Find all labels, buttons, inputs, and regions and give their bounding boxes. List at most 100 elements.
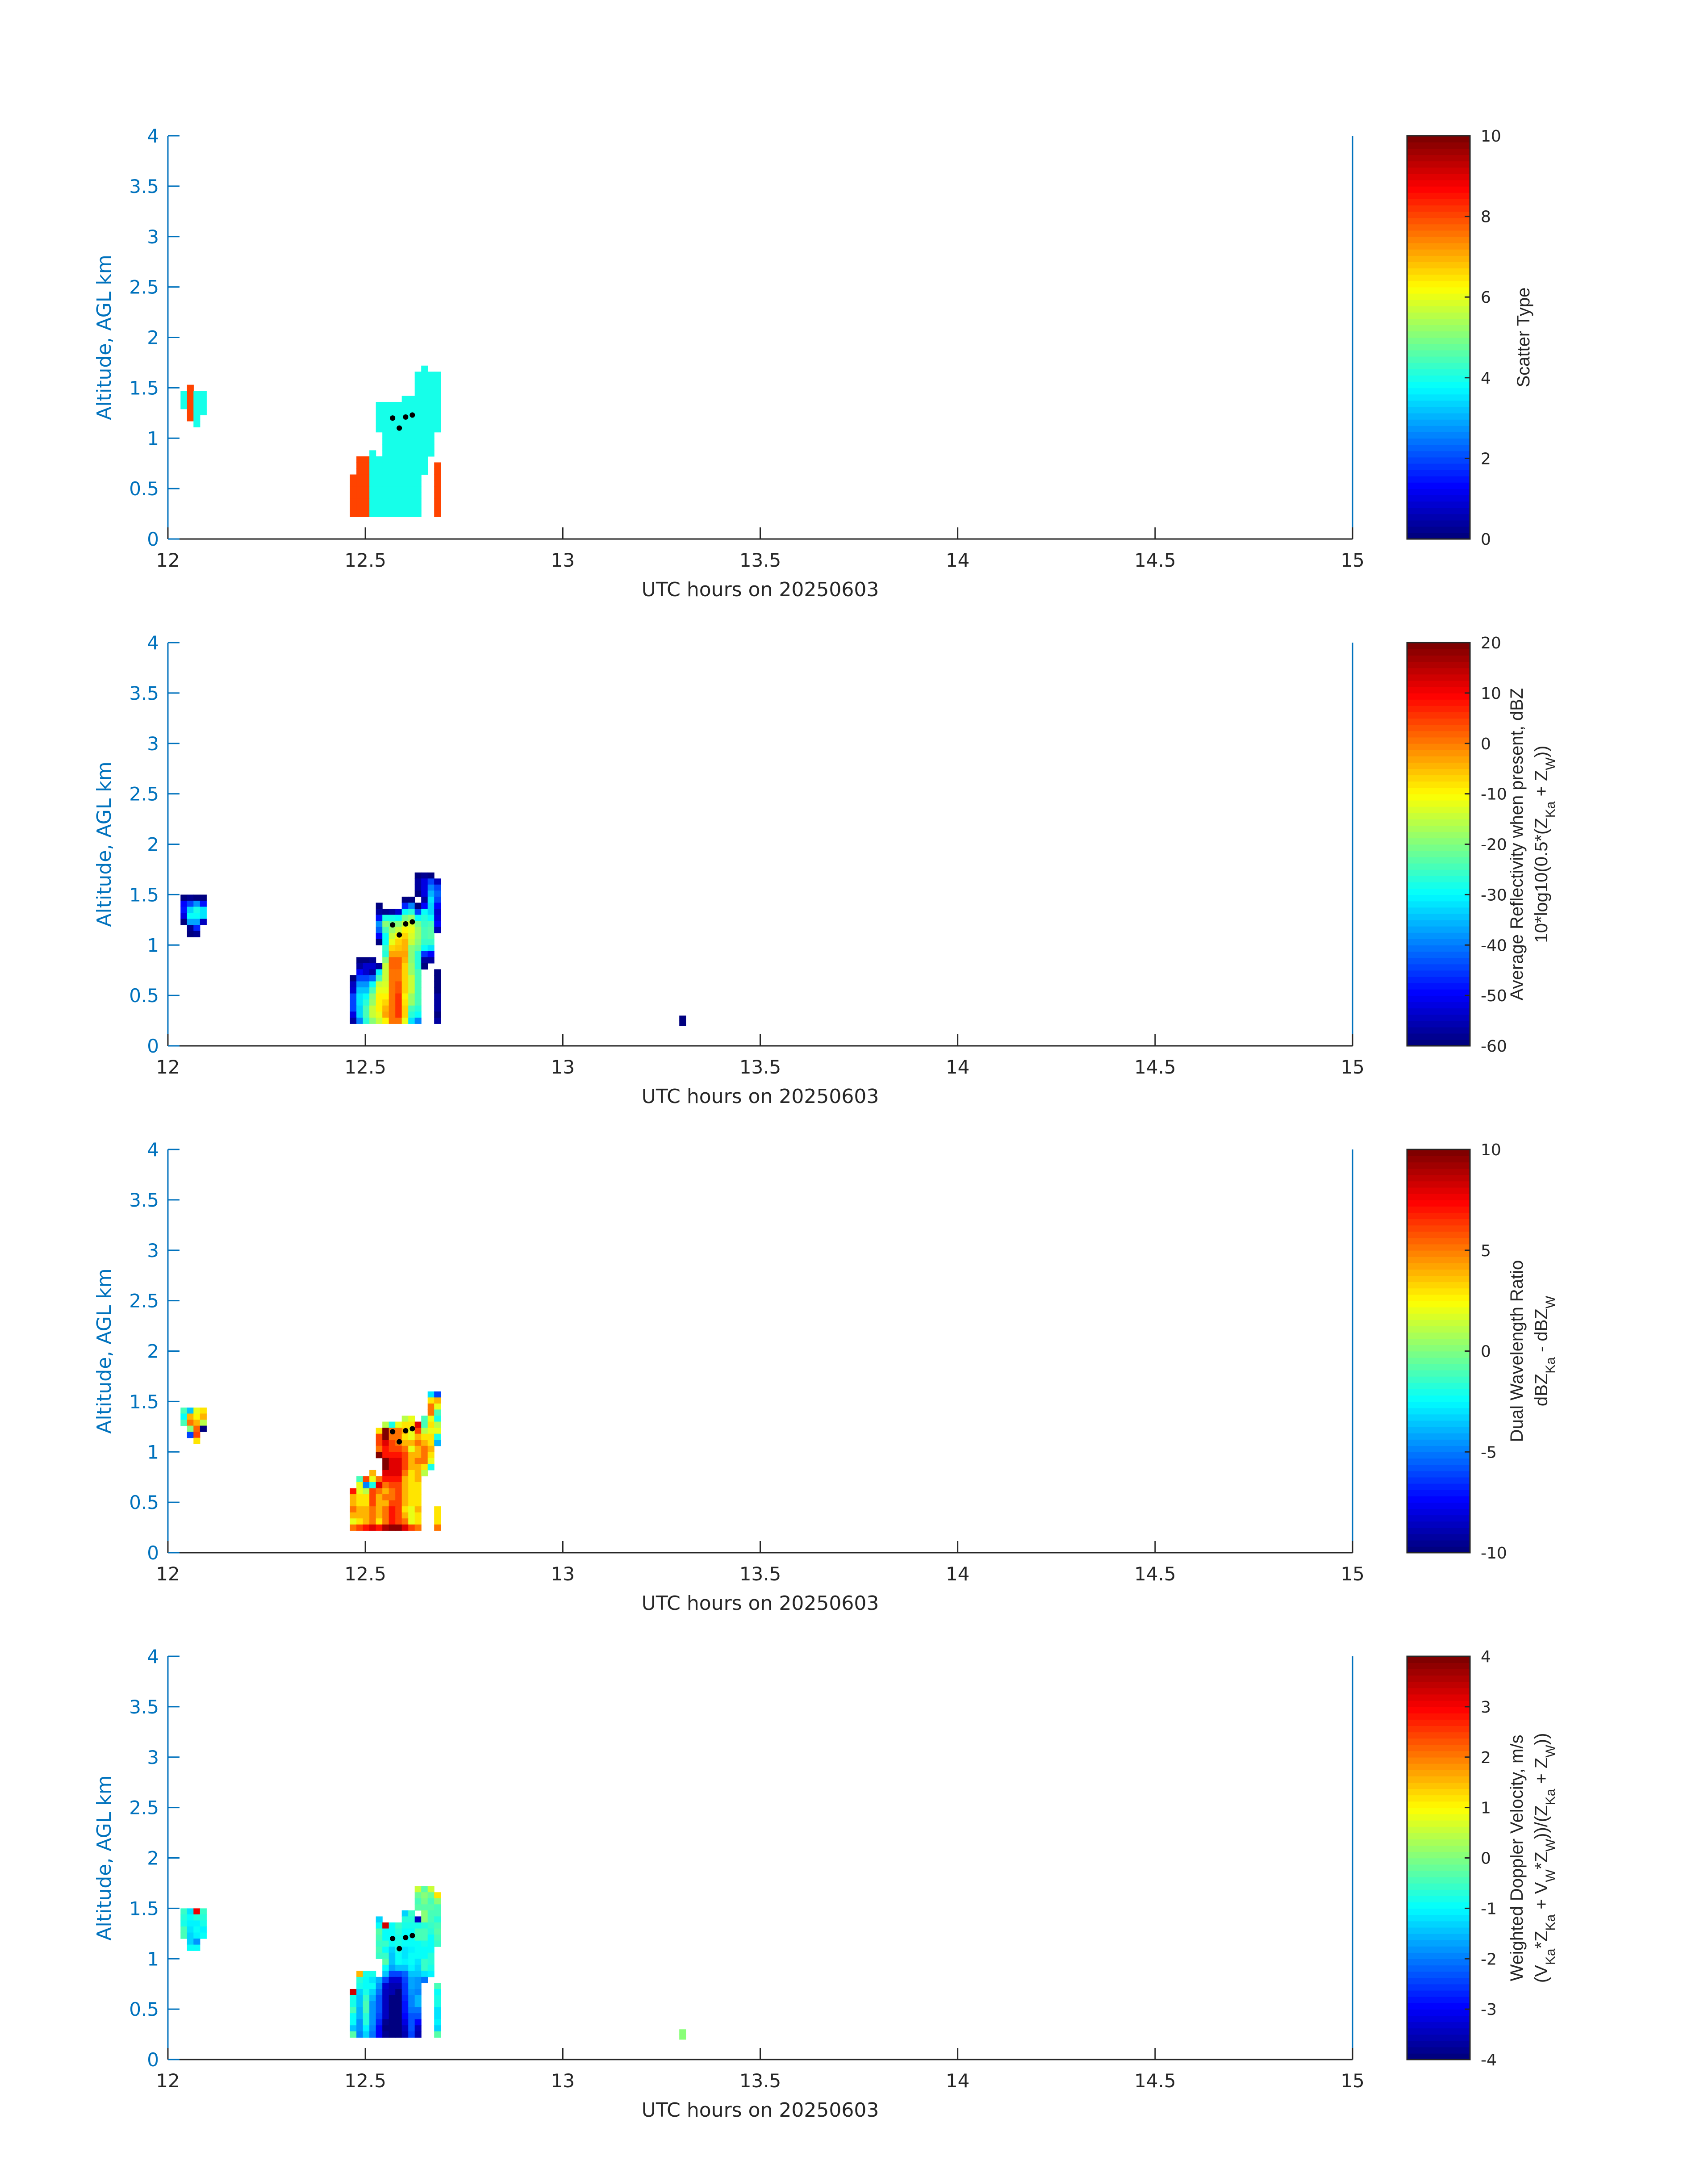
heatmap-cell — [388, 975, 396, 982]
heatmap-cell — [421, 414, 428, 421]
heatmap-cell — [414, 505, 422, 511]
heatmap-cell — [376, 401, 383, 409]
heatmap-cell — [414, 921, 422, 928]
heatmap-cell — [350, 486, 357, 493]
colorbar-label-subscript: W — [1543, 757, 1558, 770]
colorbar-tick-label: -40 — [1481, 936, 1507, 955]
heatmap-cell — [376, 1983, 383, 1989]
heatmap-cell — [187, 391, 194, 397]
heatmap-cell — [434, 1409, 441, 1416]
heatmap-cell — [434, 2025, 441, 2032]
heatmap-cell — [414, 510, 422, 517]
heatmap-cell — [388, 993, 396, 1000]
colorbar-tick-label: -60 — [1481, 1037, 1507, 1056]
heatmap-cell — [395, 450, 402, 457]
colorbar-band — [1407, 1332, 1470, 1339]
colorbar-label-subscript: W — [1543, 1869, 1558, 1882]
heatmap-cell — [382, 414, 389, 421]
heatmap-cell — [382, 1421, 389, 1428]
heatmap-cell — [408, 481, 415, 487]
colorbar-band — [1407, 1744, 1470, 1751]
heatmap-cell — [363, 1494, 370, 1501]
heatmap-cell — [376, 1922, 383, 1929]
heatmap-cell — [421, 1415, 428, 1422]
heatmap-cell — [427, 450, 434, 457]
heatmap-cell — [382, 939, 389, 945]
heatmap-cell — [369, 2013, 376, 2020]
heatmap-cell — [388, 1440, 396, 1446]
heatmap-cell — [356, 505, 363, 511]
heatmap-cell — [401, 1922, 409, 1929]
heatmap-cell — [401, 468, 409, 475]
heatmap-cell — [401, 1458, 409, 1464]
heatmap-cell — [187, 1420, 194, 1426]
heatmap-cell — [356, 1524, 363, 1531]
heatmap-cell — [414, 481, 422, 487]
heatmap-cell — [350, 987, 357, 994]
colorbar-band — [1407, 1669, 1470, 1676]
heatmap-cell — [421, 1904, 428, 1911]
heatmap-cell — [363, 957, 370, 964]
y-tick-label: 1.5 — [129, 1897, 159, 1919]
colorbar-tick-label: 0 — [1481, 531, 1491, 549]
heatmap-cell — [427, 1421, 434, 1428]
heatmap-cell — [356, 510, 363, 517]
heatmap-cell — [401, 444, 409, 451]
heatmap-cell — [408, 1452, 415, 1458]
colorbar-band — [1407, 1162, 1470, 1169]
heatmap-cell — [369, 2001, 376, 2008]
colorbar-tick-label: 3 — [1481, 1698, 1491, 1717]
heatmap-cell — [421, 1971, 428, 1977]
colorbar-tick-label: 10 — [1481, 1141, 1501, 1159]
heatmap-cell — [408, 2025, 415, 2032]
heatmap-cell — [180, 391, 188, 397]
heatmap-cell — [395, 1433, 402, 1440]
heatmap-cell — [427, 884, 434, 891]
heatmap-cell — [382, 1971, 389, 1977]
heatmap-cell — [408, 1458, 415, 1464]
heatmap-cell — [382, 1446, 389, 1452]
colorbar-band — [1407, 1020, 1470, 1028]
heatmap-cell — [376, 2031, 383, 2038]
heatmap-cell — [382, 975, 389, 982]
heatmap-cell — [363, 1989, 370, 1996]
x-tick-label: 15 — [1341, 1056, 1364, 1078]
heatmap-cell — [414, 969, 422, 976]
heatmap-cell — [356, 462, 363, 469]
colorbar-band — [1407, 1231, 1470, 1238]
colorbar-band — [1407, 1002, 1470, 1009]
heatmap-cell — [401, 1446, 409, 1452]
heatmap-cell — [421, 1976, 428, 1984]
colorbar-label-text: )) — [1532, 1733, 1551, 1745]
heatmap-cell — [363, 456, 370, 463]
heatmap-cell — [350, 474, 357, 481]
heatmap-cell — [388, 420, 396, 426]
heatmap-cell — [187, 1908, 194, 1915]
colorbar-band — [1407, 325, 1470, 332]
heatmap-cell — [395, 1506, 402, 1513]
heatmap-cell — [421, 927, 428, 933]
heatmap-cell — [376, 1512, 383, 1519]
heatmap-cell — [408, 969, 415, 976]
heatmap-cell — [382, 1428, 389, 1434]
heatmap-cell — [350, 981, 357, 988]
heatmap-cell — [421, 462, 428, 469]
heatmap-cell — [408, 981, 415, 988]
heatmap-cell — [414, 389, 422, 397]
heatmap-cell — [408, 505, 415, 511]
y-tick-label: 2.5 — [129, 783, 159, 805]
heatmap-cell — [434, 981, 441, 988]
heatmap-cell — [200, 397, 207, 403]
heatmap-cell — [408, 1976, 415, 1984]
heatmap-cell — [401, 896, 409, 903]
colorbar-band — [1407, 756, 1470, 763]
y-tick-label: 3 — [147, 226, 159, 248]
colorbar-band — [1407, 1896, 1470, 1903]
heatmap-cell — [414, 408, 422, 414]
heatmap-cells — [180, 365, 441, 517]
heatmap-cell — [388, 945, 396, 952]
heatmap-cell — [401, 1983, 409, 1989]
heatmap-cell — [401, 1512, 409, 1519]
heatmap-cell — [376, 420, 383, 426]
heatmap-cell — [679, 1015, 686, 1021]
